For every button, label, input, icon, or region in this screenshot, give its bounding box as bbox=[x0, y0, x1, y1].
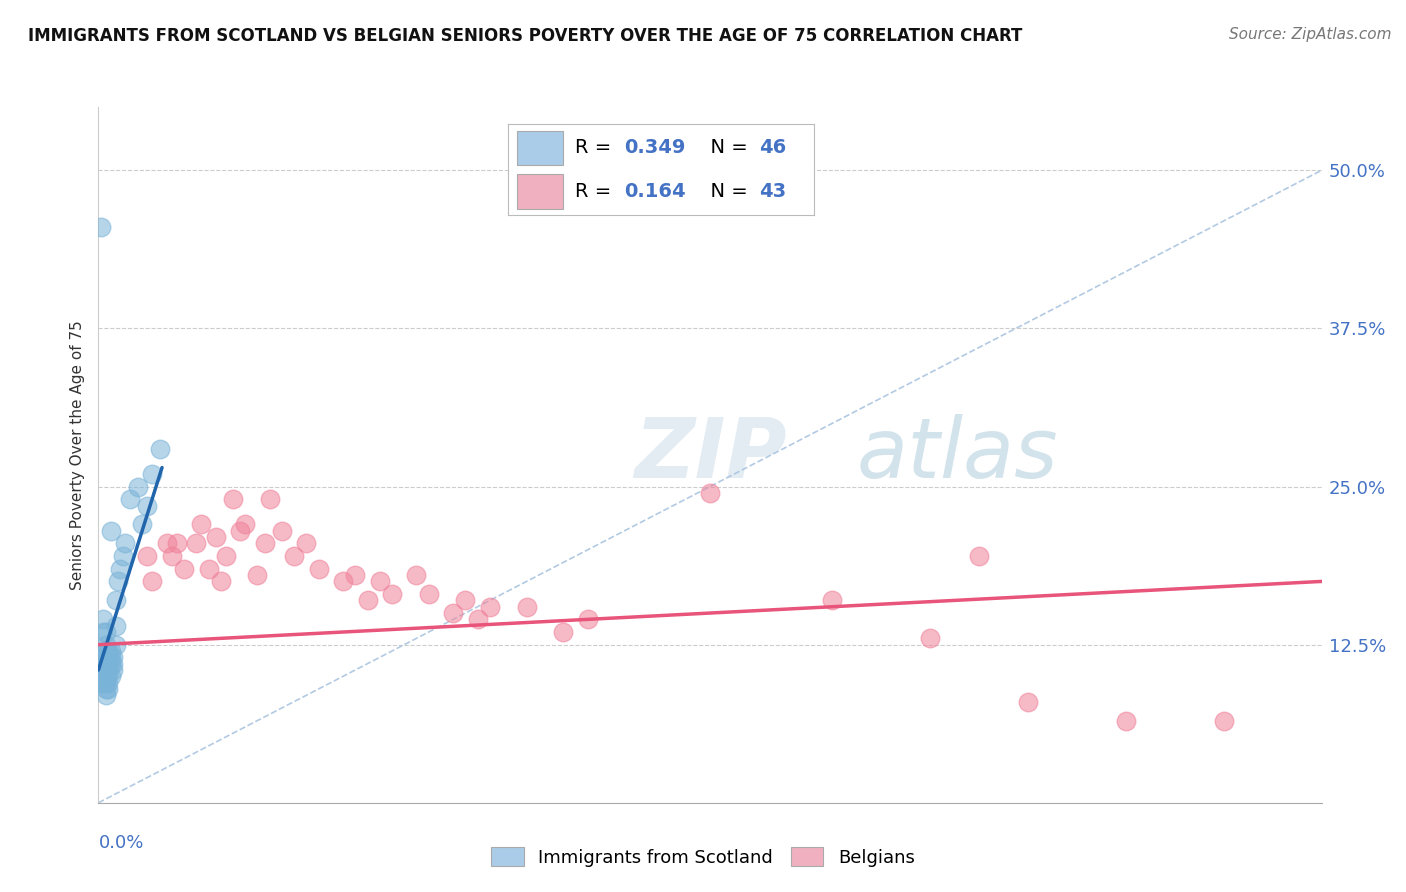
Point bbox=[97, 669, 120, 683]
Point bbox=[91, 675, 114, 690]
Point bbox=[100, 669, 122, 683]
Point bbox=[94, 638, 117, 652]
Point bbox=[97, 650, 120, 665]
Point bbox=[418, 587, 440, 601]
Point bbox=[478, 599, 501, 614]
Point bbox=[104, 618, 127, 632]
Point bbox=[381, 587, 404, 601]
Point bbox=[107, 574, 129, 589]
Text: IMMIGRANTS FROM SCOTLAND VS BELGIAN SENIORS POVERTY OVER THE AGE OF 75 CORRELATI: IMMIGRANTS FROM SCOTLAND VS BELGIAN SENI… bbox=[28, 27, 1022, 45]
Point bbox=[233, 517, 256, 532]
Text: ZIP: ZIP bbox=[634, 415, 786, 495]
Point bbox=[97, 644, 120, 658]
Point bbox=[97, 663, 120, 677]
Point bbox=[94, 688, 117, 702]
Point bbox=[100, 644, 122, 658]
Point bbox=[91, 663, 114, 677]
Point bbox=[259, 492, 281, 507]
Point bbox=[515, 599, 537, 614]
Point bbox=[368, 574, 391, 589]
Point bbox=[441, 606, 464, 620]
Point bbox=[136, 549, 159, 563]
Point bbox=[173, 562, 195, 576]
Point bbox=[553, 625, 575, 640]
Point bbox=[205, 530, 228, 544]
Point bbox=[190, 517, 212, 532]
Point bbox=[821, 593, 844, 607]
Point bbox=[100, 524, 122, 538]
Point bbox=[270, 524, 294, 538]
Point bbox=[141, 467, 163, 481]
Point bbox=[91, 657, 114, 671]
Point bbox=[136, 499, 159, 513]
Point bbox=[94, 625, 117, 640]
Point bbox=[94, 644, 117, 658]
Point bbox=[94, 669, 117, 683]
Point bbox=[94, 650, 117, 665]
Point bbox=[246, 568, 269, 582]
Point bbox=[209, 574, 232, 589]
Point bbox=[111, 549, 134, 563]
Point bbox=[101, 657, 124, 671]
Point bbox=[967, 549, 990, 563]
Point bbox=[156, 536, 179, 550]
Point bbox=[91, 612, 114, 626]
Point bbox=[91, 669, 114, 683]
Point bbox=[576, 612, 599, 626]
Point bbox=[101, 650, 124, 665]
Point bbox=[229, 524, 252, 538]
Point bbox=[356, 593, 378, 607]
Point bbox=[91, 625, 114, 640]
Point bbox=[101, 663, 124, 677]
Point bbox=[1017, 695, 1039, 709]
Y-axis label: Seniors Poverty Over the Age of 75: Seniors Poverty Over the Age of 75 bbox=[70, 320, 86, 590]
Point bbox=[104, 593, 127, 607]
Point bbox=[94, 675, 117, 690]
Point bbox=[467, 612, 489, 626]
Point bbox=[131, 517, 153, 532]
Legend: Immigrants from Scotland, Belgians: Immigrants from Scotland, Belgians bbox=[484, 840, 922, 874]
Point bbox=[699, 486, 721, 500]
Point bbox=[97, 657, 120, 671]
Point bbox=[160, 549, 183, 563]
Text: 0.0%: 0.0% bbox=[98, 834, 143, 852]
Point bbox=[97, 675, 120, 690]
Point bbox=[97, 681, 120, 696]
Point bbox=[104, 638, 127, 652]
Point bbox=[308, 562, 330, 576]
Text: Source: ZipAtlas.com: Source: ZipAtlas.com bbox=[1229, 27, 1392, 42]
Point bbox=[94, 663, 117, 677]
Point bbox=[1212, 714, 1234, 728]
Point bbox=[186, 536, 208, 550]
Point bbox=[253, 536, 276, 550]
Point bbox=[344, 568, 367, 582]
Point bbox=[222, 492, 245, 507]
Point bbox=[120, 492, 142, 507]
Point bbox=[141, 574, 163, 589]
Point bbox=[94, 681, 117, 696]
Point bbox=[100, 650, 122, 665]
Point bbox=[149, 442, 172, 456]
Point bbox=[332, 574, 354, 589]
Point bbox=[283, 549, 305, 563]
Text: atlas: atlas bbox=[856, 415, 1059, 495]
Point bbox=[1115, 714, 1137, 728]
Point bbox=[295, 536, 318, 550]
Point bbox=[94, 657, 117, 671]
Point bbox=[100, 657, 122, 671]
Point bbox=[920, 632, 942, 646]
Point bbox=[91, 644, 114, 658]
Point bbox=[197, 562, 219, 576]
Point bbox=[214, 549, 236, 563]
Point bbox=[405, 568, 427, 582]
Point bbox=[110, 562, 132, 576]
Point bbox=[90, 220, 112, 235]
Point bbox=[114, 536, 136, 550]
Point bbox=[454, 593, 477, 607]
Point bbox=[166, 536, 188, 550]
Point bbox=[127, 479, 149, 493]
